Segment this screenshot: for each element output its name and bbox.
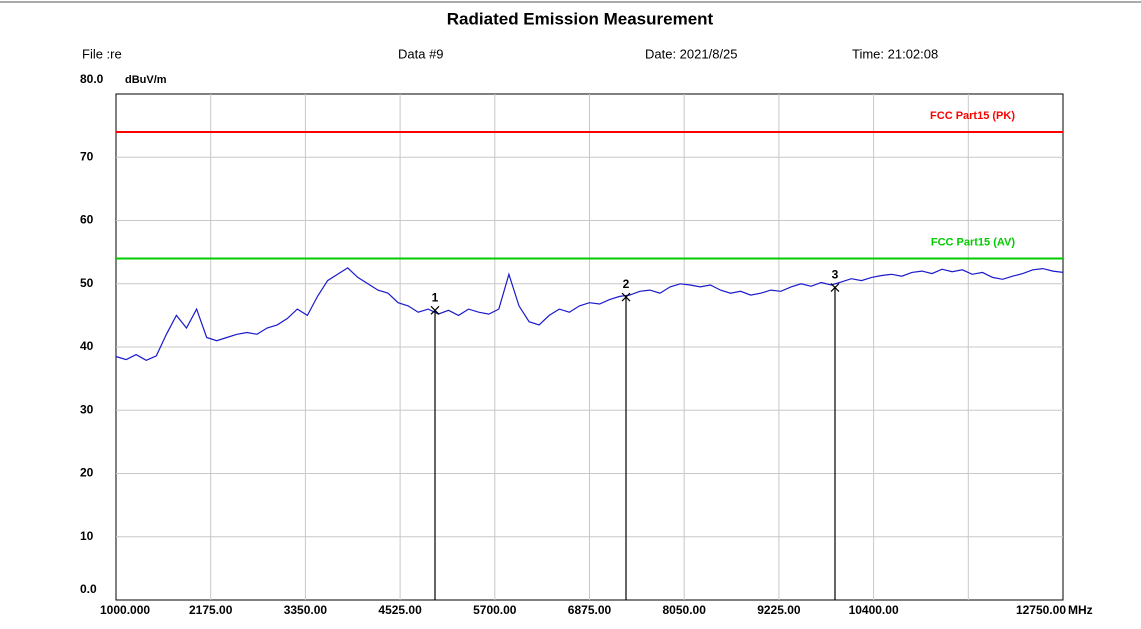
x-tick-label: 5700.00: [473, 603, 517, 617]
x-tick-label: 4525.00: [378, 603, 422, 617]
header-file: File :re: [82, 46, 122, 61]
limit-label: FCC Part15 (PK): [930, 110, 1015, 122]
y-tick-label: 30: [80, 402, 94, 416]
x-tick-label: 8050.00: [663, 603, 707, 617]
chart-title: Radiated Emission Measurement: [447, 9, 714, 28]
limit-label: FCC Part15 (AV): [931, 236, 1015, 248]
y-tick-label: 80.0: [80, 72, 104, 86]
x-tick-label: 2175.00: [189, 603, 233, 617]
y-tick-label: 10: [80, 529, 94, 543]
y-unit: dBuV/m: [125, 74, 167, 86]
marker-label: 1: [432, 290, 439, 304]
header-time: Time: 21:02:08: [852, 46, 938, 61]
x-tick-label: 1000.000: [100, 603, 150, 617]
x-tick-label: 10400.00: [849, 603, 899, 617]
y-tick-label: 50: [80, 276, 94, 290]
y-tick-label: 20: [80, 466, 94, 480]
trace-line: [115, 267, 1064, 361]
y-tick-label: 40: [80, 339, 94, 353]
marker-label: 3: [832, 268, 839, 282]
header-date: Date: 2021/8/25: [645, 46, 738, 61]
marker-cross: [430, 305, 440, 315]
marker-cross: [621, 292, 631, 302]
x-tick-label: 3350.00: [284, 603, 328, 617]
x-tick-label: 6875.00: [568, 603, 612, 617]
y-tick-label: 0.0: [80, 582, 97, 596]
y-tick-label: 60: [80, 213, 94, 227]
y-tick-label: 70: [80, 149, 94, 163]
header-data: Data #9: [398, 46, 444, 61]
x-tick-label: 9225.00: [757, 603, 801, 617]
marker-label: 2: [623, 277, 630, 291]
x-tick-label: 12750.00: [1016, 603, 1066, 617]
x-unit: MHz: [1068, 603, 1093, 617]
marker-cross: [830, 283, 840, 292]
